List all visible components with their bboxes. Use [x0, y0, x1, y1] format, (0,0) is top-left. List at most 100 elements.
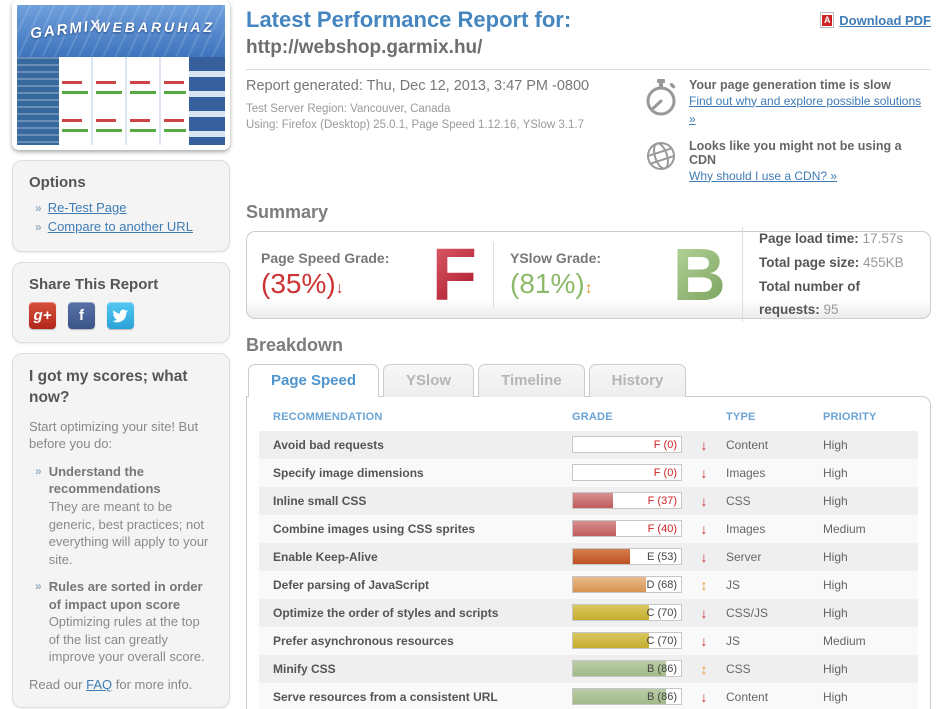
main-content: Latest Performance Report for: http://we… [238, 0, 945, 709]
grade-value: F (0) [653, 467, 677, 479]
thumbnail-brand-left: GARMIX [29, 16, 103, 43]
table-row[interactable]: Avoid bad requests F (0) ↓ Content High [259, 430, 918, 459]
breakdown-heading: Breakdown [246, 334, 344, 355]
cdn-info-link[interactable]: Why should I use a CDN? » [689, 168, 838, 183]
report-meta: Report generated: Thu, Dec 12, 2013, 3:4… [246, 78, 589, 196]
tip-body: They are meant to be generic, best pract… [48, 499, 209, 567]
compare-url-link[interactable]: Compare to another URL [47, 219, 193, 234]
table-row[interactable]: Specify image dimensions F (0) ↓ Images … [259, 458, 918, 487]
twitter-icon[interactable] [107, 302, 134, 329]
table-row[interactable]: Serve resources from a consistent URL B … [259, 682, 918, 709]
grade-bar-fill [573, 549, 631, 564]
type-label: Content [726, 437, 769, 452]
table-row[interactable]: Defer parsing of JavaScript D (68) ↕ JS … [259, 570, 918, 599]
faq-line: Read our FAQ for more info. [29, 676, 213, 694]
table-row[interactable]: Inline small CSS F (37) ↓ CSS High [259, 486, 918, 515]
grade-bar-fill [573, 661, 666, 676]
grade-bar: F (37) [572, 492, 682, 509]
priority-label: High [823, 465, 848, 480]
pagespeed-solutions-link[interactable]: Find out why and explore possible soluti… [689, 93, 922, 126]
table-row[interactable]: Minify CSS B (86) ↕ CSS High [259, 654, 918, 683]
yslow-grade-percent: (81%)↕ [510, 267, 593, 299]
tip-title: Understand the recommendations [48, 463, 161, 497]
recommendation-label: Minify CSS [273, 661, 336, 676]
type-label: CSS [726, 661, 751, 676]
thumbnail-button-row [62, 129, 186, 132]
table-row[interactable]: Enable Keep-Alive E (53) ↓ Server High [259, 542, 918, 571]
retest-page-link[interactable]: Re-Test Page [47, 200, 127, 215]
summary-stats: Page load time: 17.57s Total page size: … [742, 227, 916, 322]
header-divider [246, 68, 931, 70]
type-label: JS [726, 577, 741, 592]
cdn-callout: Looks like you might not be using a CDN … [643, 139, 931, 185]
compare-link-row[interactable]: » Compare to another URL [35, 219, 213, 234]
googleplus-icon[interactable]: g+ [29, 302, 56, 329]
grade-value: B (86) [647, 691, 677, 703]
thumbnail-site-body [17, 57, 225, 145]
table-row[interactable]: Optimize the order of styles and scripts… [259, 598, 918, 627]
twitter-bird-icon [112, 309, 128, 322]
tip-item: » Rules are sorted in order of impact up… [35, 578, 213, 666]
grade-value: F (40) [647, 523, 677, 535]
trend-arrow-icon: ↓ [700, 632, 708, 649]
recommendation-label: Inline small CSS [273, 493, 367, 508]
tab-yslow[interactable]: YSlow [383, 363, 475, 397]
table-header-row: RECOMMENDATION GRADE TYPE PRIORITY [259, 401, 918, 431]
grade-value: F (37) [647, 495, 677, 507]
page-title: Latest Performance Report for: [246, 7, 572, 32]
stopwatch-icon [646, 78, 676, 115]
breakdown-table-body: Avoid bad requests F (0) ↓ Content High … [259, 430, 918, 709]
type-label: Images [726, 521, 766, 536]
chevron-bullet-icon: » [35, 463, 42, 478]
chevron-bullet-icon: » [35, 201, 42, 215]
table-row[interactable]: Prefer asynchronous resources C (70) ↓ J… [259, 626, 918, 655]
grade-bar: F (40) [572, 520, 682, 537]
sidebar: GARMIX WEBARUHAZ Options » [0, 0, 238, 709]
test-server-region: Test Server Region: Vancouver, Canada [246, 102, 451, 115]
priority-label: Medium [823, 521, 866, 536]
chevron-bullet-icon: » [35, 579, 42, 594]
col-priority: PRIORITY [823, 410, 877, 423]
grade-bar-fill [573, 605, 649, 620]
type-label: Content [726, 689, 769, 704]
pagespeed-grade-label: Page Speed Grade: [261, 249, 390, 266]
scores-help-panel: I got my scores; what now? Start optimiz… [12, 353, 230, 708]
type-label: CSS/JS [726, 605, 769, 620]
type-label: Server [726, 549, 762, 564]
grade-value: D (68) [646, 579, 677, 591]
tab-history[interactable]: History [588, 363, 687, 397]
globe-icon [647, 141, 675, 170]
grade-bar-fill [573, 493, 613, 508]
priority-label: High [823, 437, 848, 452]
trend-arrow-icon: ↓ [700, 436, 708, 453]
retest-link-row[interactable]: » Re-Test Page [35, 200, 213, 215]
recommendation-label: Avoid bad requests [273, 437, 384, 452]
priority-label: Medium [823, 633, 866, 648]
grade-bar: B (86) [572, 660, 682, 677]
breakdown-panel: RECOMMENDATION GRADE TYPE PRIORITY Avoid… [246, 395, 931, 709]
tip-item: » Understand the recommendations They ar… [35, 463, 213, 568]
tab-page-speed[interactable]: Page Speed [248, 363, 380, 398]
grade-value: F (0) [653, 439, 677, 451]
table-row[interactable]: Combine images using CSS sprites F (40) … [259, 514, 918, 543]
faq-line-pre: Read our [29, 676, 87, 692]
summary-heading: Summary [246, 201, 329, 222]
trend-arrow-icon: ↓ [700, 548, 708, 565]
site-thumbnail-image: GARMIX WEBARUHAZ [17, 5, 225, 145]
recommendation-label: Combine images using CSS sprites [273, 521, 476, 536]
share-title: Share This Report [29, 276, 159, 293]
recommendation-label: Enable Keep-Alive [273, 549, 378, 564]
grade-value: B (86) [647, 663, 677, 675]
download-pdf-link[interactable]: Download PDF [839, 12, 931, 28]
download-pdf-row[interactable]: Download PDF [820, 12, 931, 28]
priority-label: High [823, 689, 848, 704]
thumbnail-price-row [62, 81, 186, 84]
grade-value: E (53) [647, 551, 677, 563]
tab-timeline[interactable]: Timeline [478, 363, 585, 397]
faq-link[interactable]: FAQ [86, 676, 113, 692]
recommendation-label: Specify image dimensions [273, 465, 424, 480]
summary-panel: Page Speed Grade: (35%)↓ F YSlow Grade: … [246, 227, 931, 322]
scores-help-intro: Start optimizing your site! But before y… [29, 418, 199, 452]
facebook-icon[interactable]: f [68, 302, 95, 329]
